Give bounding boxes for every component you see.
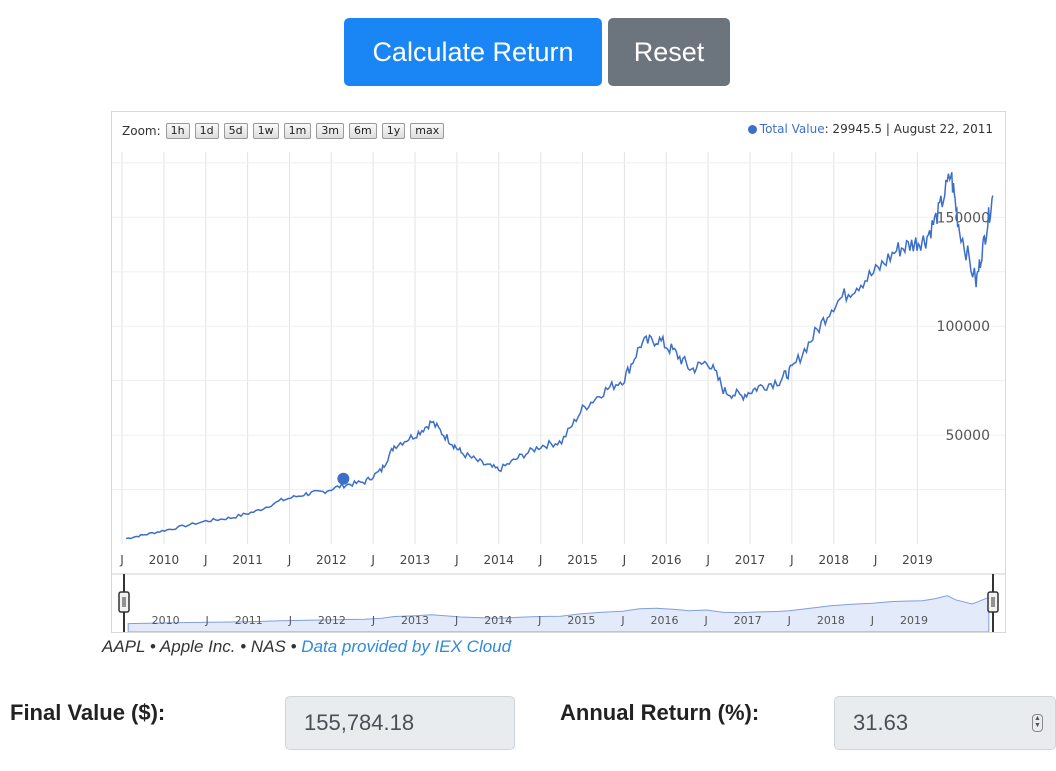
navigator-tick-label: J xyxy=(620,614,624,627)
stock-chart[interactable]: 50000 100000 150000 J 2010 J 2011 J 2012 J 2013 J 2… xyxy=(111,111,1006,633)
zoom-label: Zoom: xyxy=(122,124,161,138)
zoom-1w-button[interactable]: 1w xyxy=(252,123,279,139)
navigator-tick-label: J xyxy=(205,614,209,627)
final-value-label: Final Value ($): xyxy=(10,700,166,725)
legend-date: | August 22, 2011 xyxy=(885,122,993,136)
zoom-1m-button[interactable]: 1m xyxy=(283,123,312,139)
x-tick-label: J xyxy=(538,553,543,567)
annual-return-label: Annual Return (%): xyxy=(560,700,760,725)
navigator-tick-label: 2013 xyxy=(401,614,429,627)
y-tick-label: 50000 xyxy=(945,428,990,444)
navigator-tick-label: J xyxy=(288,614,292,627)
navigator-tick-label: 2017 xyxy=(734,614,762,627)
zoom-3m-button[interactable]: 3m xyxy=(316,123,345,139)
x-tick-label: 2011 xyxy=(232,553,263,567)
navigator-tick-label: 2011 xyxy=(235,614,263,627)
navigator-tick-label: 2016 xyxy=(651,614,679,627)
zoom-controls: Zoom: 1h 1d 5d 1w 1m 3m 6m 1y max xyxy=(122,122,449,140)
x-tick-label: J xyxy=(454,553,459,567)
navigator-tick-label: J xyxy=(703,614,707,627)
navigator-tick-label: 2015 xyxy=(567,614,595,627)
x-tick-label: 2013 xyxy=(400,553,431,567)
x-tick-label: 2017 xyxy=(735,553,766,567)
series-line-total-value xyxy=(125,172,994,540)
spinner-arrows-icon[interactable]: ▲ ▼ xyxy=(1032,714,1043,732)
credit-text: AAPL • Apple Inc. • NAS • xyxy=(102,637,302,656)
x-tick-label: 2016 xyxy=(651,553,682,567)
annual-return-field[interactable]: 31.63 ▲ ▼ xyxy=(834,696,1056,750)
x-tick-label: J xyxy=(287,553,292,567)
zoom-max-button[interactable]: max xyxy=(410,123,445,139)
iex-cloud-link[interactable]: Data provided by IEX Cloud xyxy=(301,637,512,656)
highlight-point xyxy=(337,472,350,485)
x-tick-label: 2014 xyxy=(484,553,515,567)
y-tick-label: 100000 xyxy=(937,319,990,335)
navigator-tick-label: J xyxy=(537,614,541,627)
navigator-tick-label: 2014 xyxy=(484,614,512,627)
navigator-tick-label: J xyxy=(870,614,874,627)
zoom-1h-button[interactable]: 1h xyxy=(165,123,190,139)
navigator-tick-label: J xyxy=(787,614,791,627)
x-tick-label: 2012 xyxy=(316,553,347,567)
x-tick-label: J xyxy=(789,553,794,567)
navigator-tick-label: 2012 xyxy=(318,614,346,627)
x-tick-label: 2018 xyxy=(818,553,849,567)
x-tick-label: J xyxy=(622,553,627,567)
x-tick-label: J xyxy=(705,553,710,567)
x-tick-label: J xyxy=(203,553,208,567)
final-value-text: 155,784.18 xyxy=(304,710,415,735)
x-tick-label: J xyxy=(370,553,375,567)
x-tick-label: 2010 xyxy=(149,553,180,567)
navigator-tick-label: 2019 xyxy=(900,614,928,627)
navigator-tick-label: J xyxy=(371,614,375,627)
reset-button[interactable]: Reset xyxy=(608,18,730,86)
navigator-left-handle[interactable] xyxy=(118,574,130,632)
navigator[interactable]: 2010 J 2011 J 2012 J 2013 J 2014 J 2015 J 2016 J 2017 J… xyxy=(112,573,1005,632)
legend-value: : 29945.5 xyxy=(824,122,883,136)
legend-dot-icon xyxy=(747,124,757,134)
annual-return-text: 31.63 xyxy=(853,710,909,735)
zoom-1d-button[interactable]: 1d xyxy=(194,123,219,139)
calculate-return-button[interactable]: Calculate Return xyxy=(344,18,602,86)
zoom-6m-button[interactable]: 6m xyxy=(349,123,377,139)
chart-legend: Total Value : 29945.5 | August 22, 2011 xyxy=(747,122,993,136)
zoom-5d-button[interactable]: 5d xyxy=(223,123,248,139)
navigator-right-handle[interactable] xyxy=(987,574,999,632)
x-tick-label: J xyxy=(119,553,124,567)
navigator-tick-label: J xyxy=(454,614,458,627)
x-tick-label: 2019 xyxy=(902,553,933,567)
navigator-tick-label: 2018 xyxy=(817,614,845,627)
y-tick-label: 150000 xyxy=(937,210,990,226)
x-tick-label: J xyxy=(873,553,878,567)
chart-credit: AAPL • Apple Inc. • NAS • Data provided … xyxy=(102,637,511,657)
legend-series-name: Total Value xyxy=(759,122,825,136)
x-tick-label: 2015 xyxy=(567,553,598,567)
navigator-series-area xyxy=(127,595,990,632)
zoom-1y-button[interactable]: 1y xyxy=(381,123,406,139)
final-value-field[interactable]: 155,784.18 xyxy=(285,696,515,750)
navigator-tick-label: 2010 xyxy=(152,614,180,627)
